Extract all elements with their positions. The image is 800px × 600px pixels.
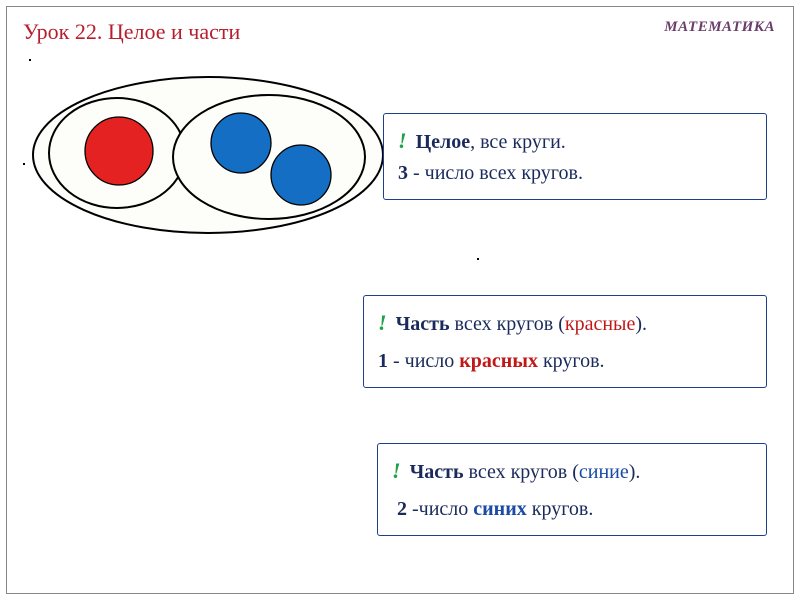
callout-line-2: 1 - число красных кругов.	[378, 346, 752, 377]
callout-part-blue: ! Часть всех кругов (синие). 2 -число си…	[377, 443, 767, 536]
subject-label: МАТЕМАТИКА	[664, 19, 775, 45]
venn-diagram	[23, 65, 393, 245]
exclaim-icon: !	[378, 310, 387, 335]
part-red-tail-a: всех кругов (	[450, 313, 565, 335]
exclaim-icon: !	[398, 128, 407, 153]
part-red-tail-b: ).	[635, 313, 647, 335]
right-subset-ellipse	[173, 95, 365, 219]
decorative-dot	[477, 258, 479, 260]
header: Урок 22. Целое и части МАТЕМАТИКА	[7, 7, 793, 49]
callout-line-2: 2 -число синих кругов.	[392, 494, 752, 525]
blue-count-b: кругов.	[527, 498, 594, 520]
callout-line-1: ! Целое, все круги.	[398, 124, 752, 158]
callout-line-1: ! Часть всех кругов (красные).	[378, 306, 752, 340]
blue-word: синие	[579, 461, 629, 483]
whole-label: Целое	[416, 131, 471, 153]
blue-circle-2	[271, 145, 331, 205]
whole-tail: , все круги.	[470, 131, 566, 153]
part-blue-tail-a: всех кругов (	[464, 461, 579, 483]
whole-count-num: 3	[398, 162, 408, 184]
part-label: Часть	[396, 313, 450, 335]
callout-line-1: ! Часть всех кругов (синие).	[392, 454, 752, 488]
exclaim-icon: !	[392, 458, 401, 483]
lesson-title: Урок 22. Целое и части	[23, 19, 240, 45]
blue-circle-1	[211, 113, 271, 173]
red-count-b: кругов.	[538, 350, 605, 372]
red-count-a: - число	[388, 350, 459, 372]
blue-count-a: -число	[407, 498, 473, 520]
part-label: Часть	[410, 461, 464, 483]
red-count-num: 1	[378, 350, 388, 372]
blue-count-num: 2	[397, 498, 407, 520]
part-blue-tail-b: ).	[629, 461, 641, 483]
red-word: красные	[565, 313, 636, 335]
red-word-2: красных	[459, 350, 538, 372]
slide-frame: Урок 22. Целое и части МАТЕМАТИКА ! Цело…	[6, 6, 794, 594]
callout-whole: ! Целое, все круги. 3 - число всех круго…	[383, 113, 767, 200]
decorative-dot	[29, 59, 31, 61]
callout-part-red: ! Часть всех кругов (красные). 1 - число…	[363, 295, 767, 388]
whole-count-text: - число всех кругов.	[408, 162, 583, 184]
blue-word-2: синих	[473, 498, 526, 520]
red-circle	[85, 117, 153, 185]
callout-line-2: 3 - число всех кругов.	[398, 158, 752, 189]
decorative-dot	[23, 163, 25, 165]
